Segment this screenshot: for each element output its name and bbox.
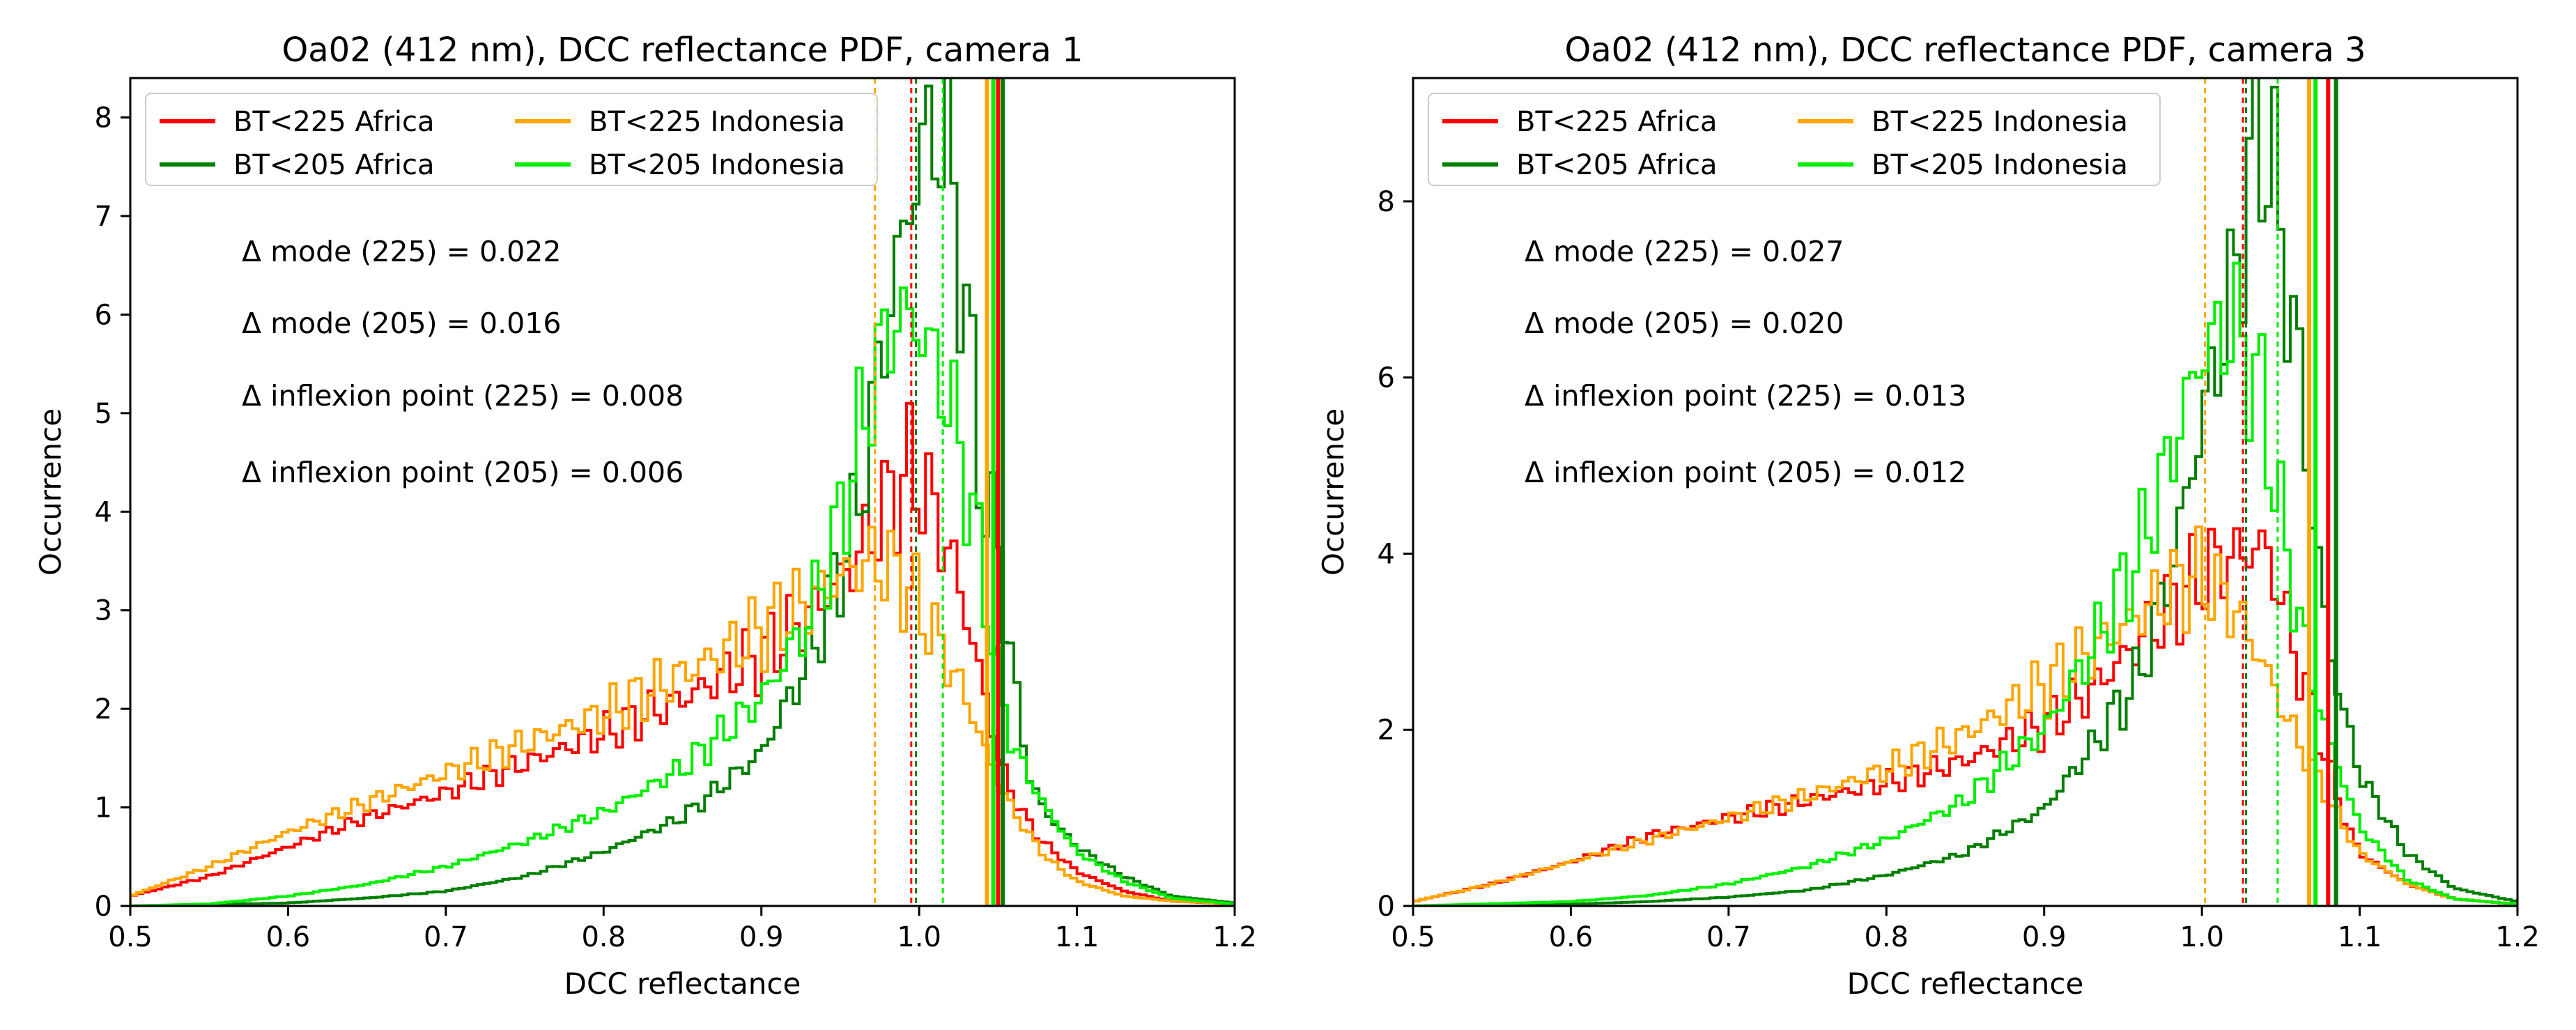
chart-panel-camera-3: Oa02 (412 nm), DCC reflectance PDF, came… [1316, 31, 2540, 1001]
y-tick-label: 6 [1378, 362, 1395, 394]
y-tick-label: 4 [1378, 538, 1395, 570]
legend-label: BT<205 Africa [1516, 149, 1718, 181]
y-tick-label: 7 [95, 201, 112, 233]
y-tick-label: 0 [1378, 891, 1395, 923]
legend-label: BT<225 Africa [1516, 106, 1718, 138]
legend: BT<225 Africa BT<225 Indonesia BT<205 Afri… [1428, 93, 2161, 186]
x-tick-label: 0.9 [739, 921, 784, 953]
annotations: Δ mode (225) = 0.022 Δ mode (205) = 0.016… [242, 235, 684, 489]
y-axis-label: Occurrence [33, 408, 68, 576]
x-tick-label: 0.7 [424, 921, 468, 953]
series-line-bt-225-indonesia [1413, 525, 2517, 906]
x-tick-label: 1.0 [897, 921, 941, 953]
y-tick-label: 2 [1378, 714, 1395, 746]
y-tick-label: 4 [95, 496, 112, 528]
x-tick-label: 0.5 [108, 921, 153, 953]
x-tick-label: 1.2 [2495, 921, 2540, 953]
series-group [130, 78, 1235, 906]
plot-area [130, 78, 1235, 906]
annotation-text: Δ mode (225) = 0.022 [242, 235, 561, 268]
chart-title: Oa02 (412 nm), DCC reflectance PDF, came… [1564, 31, 2366, 70]
y-axis-label: Occurrence [1316, 408, 1350, 576]
x-axis-label: DCC reflectance [564, 967, 801, 1001]
x-tick-label: 0.5 [1391, 921, 1435, 953]
y-tick-label: 3 [95, 595, 112, 627]
chart-panel-camera-1: Oa02 (412 nm), DCC reflectance PDF, came… [33, 31, 1257, 1001]
x-tick-label: 0.8 [1864, 921, 1908, 953]
chart-title: Oa02 (412 nm), DCC reflectance PDF, came… [281, 31, 1083, 70]
axes-frame [1412, 77, 2519, 907]
x-tick-label: 1.1 [2338, 921, 2382, 953]
x-tick-label: 1.0 [2180, 921, 2224, 953]
legend-label: BT<205 Africa [233, 149, 435, 181]
x-tick-label: 1.2 [1212, 921, 1257, 953]
legend-label: BT<225 Indonesia [1872, 106, 2128, 138]
series-line-bt-225-indonesia [130, 525, 1235, 906]
x-tick-label: 0.6 [266, 921, 311, 953]
legend-label: BT<225 Africa [233, 106, 435, 138]
y-tick-label: 2 [95, 693, 112, 725]
axes-frame [129, 77, 1236, 907]
series-line-bt-205-indonesia [130, 286, 1235, 906]
x-axis-label: DCC reflectance [1847, 967, 2084, 1001]
x-tick-label: 0.6 [1549, 921, 1594, 953]
legend-box [145, 93, 878, 186]
legend-label: BT<205 Indonesia [589, 149, 845, 181]
x-tick-label: 0.7 [1706, 921, 1751, 953]
legend-label: BT<225 Indonesia [589, 106, 845, 138]
annotation-text: Δ mode (205) = 0.020 [1525, 307, 1844, 340]
annotation-text: Δ mode (225) = 0.027 [1525, 235, 1844, 268]
y-tick-label: 1 [95, 792, 112, 824]
y-tick-label: 8 [95, 102, 112, 134]
series-line-bt-225-africa [130, 401, 1235, 906]
plot-area [1413, 78, 2517, 906]
x-tick-label: 0.8 [581, 921, 626, 953]
annotation-text: Δ mode (205) = 0.016 [242, 307, 561, 340]
y-tick-label: 8 [1378, 186, 1395, 218]
y-tick-label: 0 [95, 891, 112, 923]
legend-label: BT<205 Indonesia [1872, 149, 2128, 181]
x-tick-label: 1.1 [1055, 921, 1100, 953]
annotation-text: Δ inflexion point (205) = 0.006 [242, 456, 684, 489]
x-tick-label: 0.9 [2022, 921, 2067, 953]
legend-box [1428, 93, 2161, 186]
y-tick-label: 5 [95, 398, 112, 430]
y-tick-label: 6 [95, 299, 112, 331]
annotation-text: Δ inflexion point (225) = 0.008 [242, 379, 684, 413]
annotation-text: Δ inflexion point (225) = 0.013 [1525, 379, 1966, 413]
annotations: Δ mode (225) = 0.027 Δ mode (205) = 0.020… [1525, 235, 1966, 489]
annotation-text: Δ inflexion point (205) = 0.012 [1525, 456, 1966, 489]
legend: BT<225 Africa BT<225 Indonesia BT<205 Afri… [145, 93, 878, 186]
